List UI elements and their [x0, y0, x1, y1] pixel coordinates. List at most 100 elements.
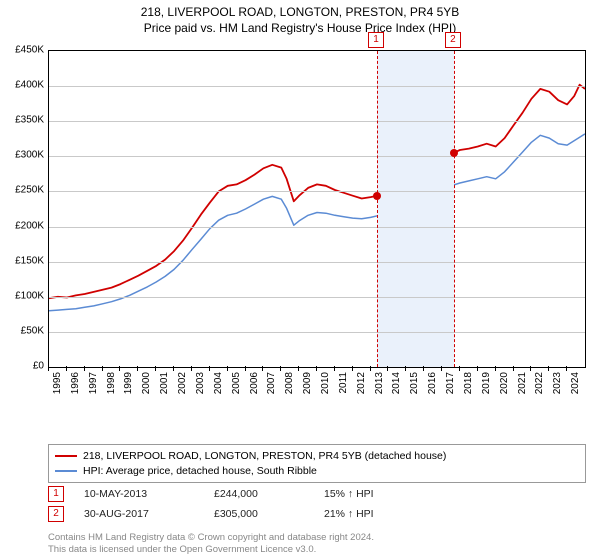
sale-price-1: £244,000: [214, 488, 304, 500]
gridline-h: [49, 156, 585, 157]
x-tick-label: 2023: [552, 372, 563, 412]
x-tick-label: 2018: [463, 372, 474, 412]
x-tick: [262, 366, 263, 371]
y-tick-label: £300K: [2, 150, 44, 161]
x-tick-label: 2006: [249, 372, 260, 412]
attribution: Contains HM Land Registry data © Crown c…: [48, 532, 586, 556]
x-tick-label: 2014: [391, 372, 402, 412]
x-tick-label: 2017: [445, 372, 456, 412]
chart-container: 218, LIVERPOOL ROAD, LONGTON, PRESTON, P…: [0, 0, 600, 560]
attribution-line-2: This data is licensed under the Open Gov…: [48, 544, 586, 556]
gridline-h: [49, 86, 585, 87]
x-tick: [405, 366, 406, 371]
sale-marker-2: 2: [48, 506, 64, 522]
x-tick-label: 2001: [159, 372, 170, 412]
x-tick-label: 2020: [499, 372, 510, 412]
x-tick: [548, 366, 549, 371]
legend-swatch-property: [55, 455, 77, 457]
x-tick: [530, 366, 531, 371]
x-tick-label: 1997: [88, 372, 99, 412]
title-block: 218, LIVERPOOL ROAD, LONGTON, PRESTON, P…: [0, 0, 600, 36]
x-tick: [352, 366, 353, 371]
x-tick-label: 2007: [266, 372, 277, 412]
legend-item-property: 218, LIVERPOOL ROAD, LONGTON, PRESTON, P…: [55, 449, 579, 464]
sale-dot: [450, 149, 458, 157]
title-line-2: Price paid vs. HM Land Registry's House …: [0, 20, 600, 36]
x-tick: [102, 366, 103, 371]
highlight-band: [377, 51, 454, 367]
x-tick-label: 1995: [52, 372, 63, 412]
x-tick: [280, 366, 281, 371]
sale-delta-1: 15% ↑ HPI: [324, 488, 414, 500]
x-tick: [48, 366, 49, 371]
x-tick: [566, 366, 567, 371]
legend-swatch-hpi: [55, 470, 77, 472]
y-tick-label: £250K: [2, 185, 44, 196]
gridline-h: [49, 191, 585, 192]
sale-marker-line: [454, 51, 455, 367]
x-tick: [84, 366, 85, 371]
gridline-h: [49, 332, 585, 333]
x-tick-label: 2010: [320, 372, 331, 412]
x-tick: [477, 366, 478, 371]
legend-label-hpi: HPI: Average price, detached house, Sout…: [83, 464, 317, 479]
sale-dot: [373, 192, 381, 200]
chart-area: £0 £50K £100K £150K £200K £250K £300K £350K £400…: [0, 42, 600, 412]
sale-marker-line: [377, 51, 378, 367]
x-tick: [316, 366, 317, 371]
series-hpi: [49, 134, 585, 311]
x-tick-label: 2024: [570, 372, 581, 412]
x-tick-label: 2021: [517, 372, 528, 412]
x-tick: [298, 366, 299, 371]
sale-marker-1: 1: [48, 486, 64, 502]
x-tick: [441, 366, 442, 371]
gridline-h: [49, 121, 585, 122]
x-tick-label: 2022: [534, 372, 545, 412]
plot-area: [48, 50, 586, 368]
x-tick: [370, 366, 371, 371]
sale-date-2: 30-AUG-2017: [84, 508, 194, 520]
y-tick-label: £200K: [2, 220, 44, 231]
x-tick-label: 2002: [177, 372, 188, 412]
x-tick-label: 2012: [356, 372, 367, 412]
x-tick: [387, 366, 388, 371]
attribution-line-1: Contains HM Land Registry data © Crown c…: [48, 532, 586, 544]
title-line-1: 218, LIVERPOOL ROAD, LONGTON, PRESTON, P…: [0, 4, 600, 20]
x-tick: [513, 366, 514, 371]
sale-price-2: £305,000: [214, 508, 304, 520]
sale-row-1: 1 10-MAY-2013 £244,000 15% ↑ HPI: [48, 484, 586, 504]
sales-block: 1 10-MAY-2013 £244,000 15% ↑ HPI 2 30-AU…: [48, 484, 586, 524]
x-tick-label: 2005: [231, 372, 242, 412]
gridline-h: [49, 262, 585, 263]
x-tick-label: 2013: [374, 372, 385, 412]
x-tick-label: 2016: [427, 372, 438, 412]
x-tick-label: 2008: [284, 372, 295, 412]
x-tick: [137, 366, 138, 371]
legend-label-property: 218, LIVERPOOL ROAD, LONGTON, PRESTON, P…: [83, 449, 446, 464]
x-tick: [66, 366, 67, 371]
x-tick-label: 2004: [213, 372, 224, 412]
sale-delta-2: 21% ↑ HPI: [324, 508, 414, 520]
x-tick: [227, 366, 228, 371]
x-tick-label: 2019: [481, 372, 492, 412]
x-tick-label: 1996: [70, 372, 81, 412]
y-tick-label: £0: [2, 361, 44, 372]
y-tick-label: £50K: [2, 325, 44, 336]
legend-item-hpi: HPI: Average price, detached house, Sout…: [55, 464, 579, 479]
y-tick-label: £100K: [2, 290, 44, 301]
x-tick: [459, 366, 460, 371]
x-tick-label: 1999: [123, 372, 134, 412]
y-tick-label: £450K: [2, 45, 44, 56]
x-tick-label: 2011: [338, 372, 349, 412]
x-tick: [334, 366, 335, 371]
x-tick-label: 2000: [141, 372, 152, 412]
x-tick: [209, 366, 210, 371]
x-tick-label: 2003: [195, 372, 206, 412]
x-tick: [245, 366, 246, 371]
y-tick-label: £350K: [2, 115, 44, 126]
y-tick-label: £150K: [2, 255, 44, 266]
y-tick-label: £400K: [2, 80, 44, 91]
sale-row-2: 2 30-AUG-2017 £305,000 21% ↑ HPI: [48, 504, 586, 524]
line-series-svg: [49, 51, 585, 367]
x-tick: [119, 366, 120, 371]
